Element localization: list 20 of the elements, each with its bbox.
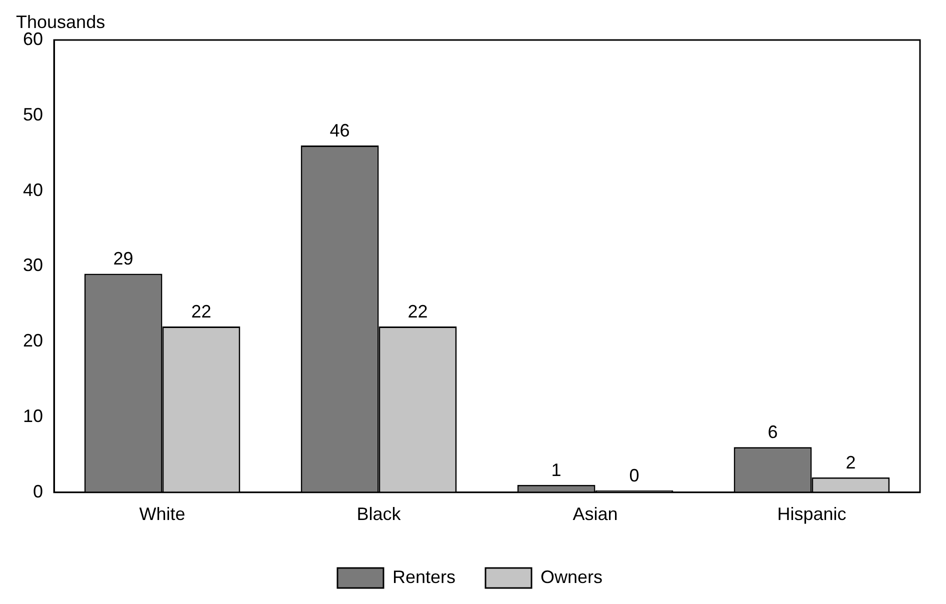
data-label: 6 [768, 422, 778, 442]
y-tick-label: 10 [22, 406, 44, 426]
x-tick-label: Asian [572, 504, 618, 524]
data-label: 29 [113, 248, 134, 269]
x-tick-label: White [139, 504, 186, 524]
y-tick-label: 40 [22, 180, 44, 200]
x-tick-label: Hispanic [777, 504, 846, 524]
y-tick-label: 0 [33, 481, 44, 502]
data-label: 0 [629, 465, 640, 486]
y-tick-label: 50 [22, 104, 44, 124]
data-label: 22 [408, 301, 428, 322]
legend-label: Owners [540, 566, 603, 587]
data-label: 46 [330, 120, 350, 141]
data-label: 2 [846, 452, 856, 472]
y-tick-label: 20 [22, 330, 44, 351]
data-label: 22 [191, 301, 212, 322]
data-label: 1 [551, 460, 562, 480]
legend-label: Renters [392, 566, 456, 587]
y-tick-label: 30 [22, 255, 44, 276]
x-tick-label: Black [356, 504, 402, 524]
